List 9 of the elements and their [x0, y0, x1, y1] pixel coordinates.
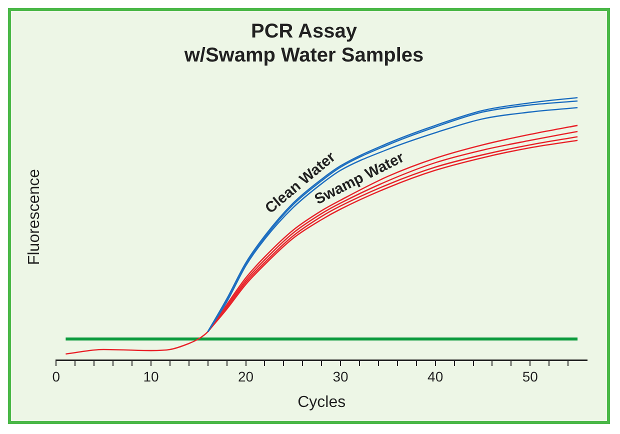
chart-title: PCR Assay w/Swamp Water Samples: [183, 20, 424, 67]
x-tick-label: 20: [238, 368, 254, 384]
x-tick-label: 10: [143, 368, 159, 384]
y-axis-title: Fluorescence: [26, 168, 44, 266]
x-tick-label: 30: [332, 368, 349, 384]
x-tick-label: 40: [428, 368, 444, 384]
x-axis-title: Cycles: [298, 394, 346, 411]
x-tick-label: 0: [52, 368, 60, 384]
x-tick-label: 50: [522, 368, 538, 384]
